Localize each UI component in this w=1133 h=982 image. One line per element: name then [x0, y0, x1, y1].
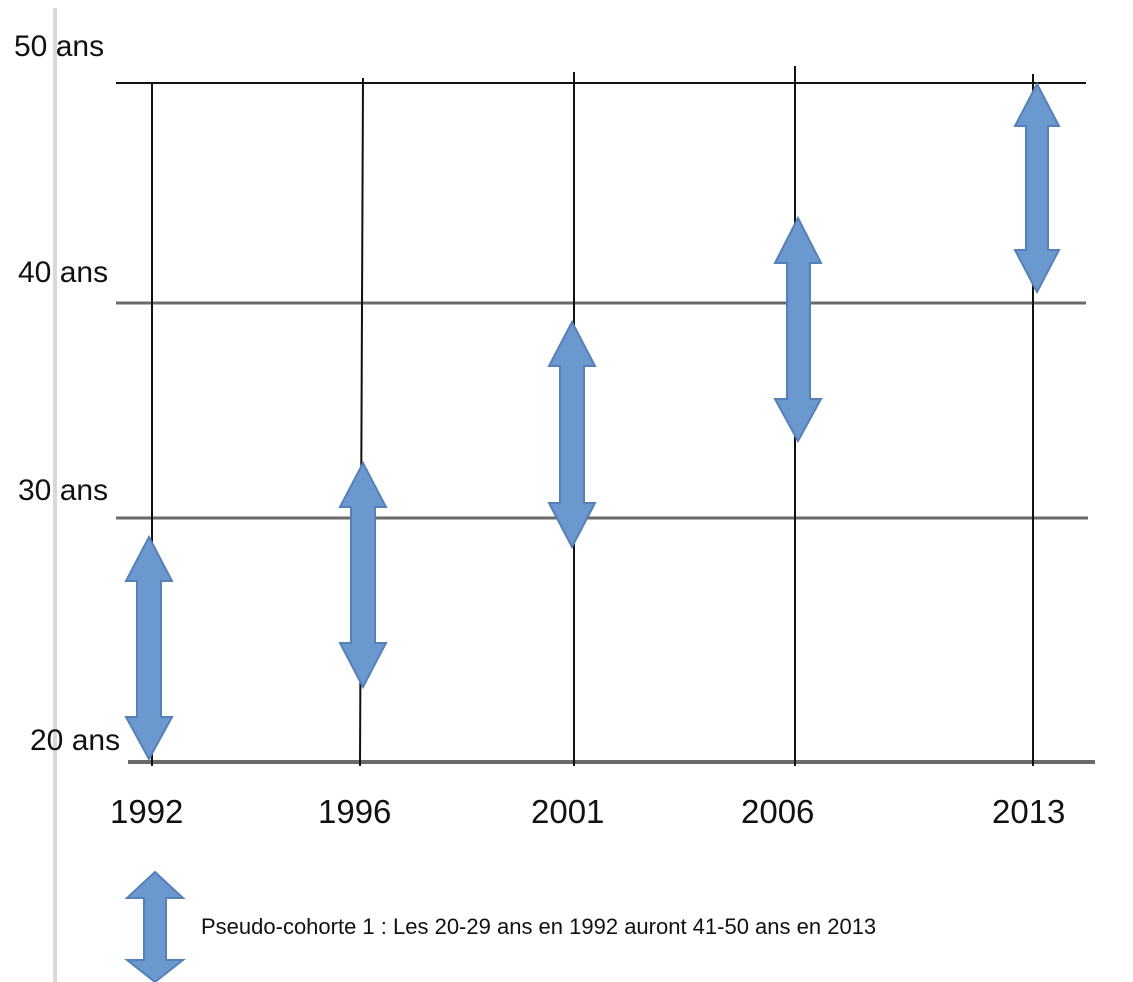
cohort-arrow-1996	[338, 460, 388, 690]
cohort-arrow-2001	[547, 319, 597, 550]
age-label-20: 20 ans	[30, 724, 121, 757]
age-label-40: 40 ans	[18, 256, 109, 289]
cohort-arrow-1992	[124, 534, 174, 762]
cohort-arrow-2006	[773, 215, 823, 444]
year-label-2001: 2001	[531, 793, 605, 830]
legend-arrow-icon	[124, 870, 186, 982]
cohort-arrow-2013	[1013, 81, 1061, 295]
year-label-2013: 2013	[992, 793, 1066, 830]
age-label-30: 30 ans	[18, 474, 109, 507]
age-label-50: 50 ans	[14, 30, 105, 63]
year-label-2006: 2006	[741, 793, 815, 830]
legend-text: Pseudo-cohorte 1 : Les 20-29 ans en 1992…	[201, 914, 877, 939]
year-label-1992: 1992	[110, 793, 184, 830]
year-label-1996: 1996	[318, 793, 392, 830]
